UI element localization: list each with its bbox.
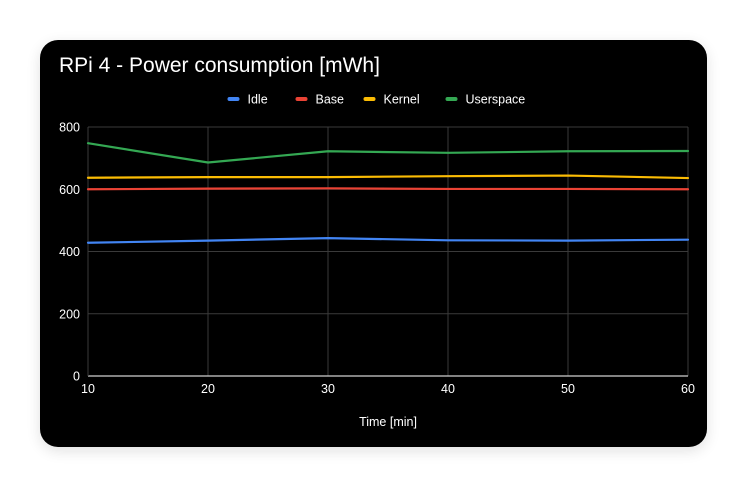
legend-label: Idle bbox=[248, 93, 268, 107]
line-chart: 0 200 400 600 800 10 20 30 40 50 60 Idle Base Kernel… bbox=[59, 93, 695, 430]
y-tick-label: 200 bbox=[59, 307, 80, 321]
x-tick-label: 30 bbox=[321, 382, 335, 396]
legend-item-base[interactable]: Base bbox=[295, 93, 345, 107]
x-tick-label: 40 bbox=[441, 382, 455, 396]
legend-label: Userspace bbox=[466, 93, 526, 107]
tick-labels: 0 200 400 600 800 10 20 30 40 50 60 bbox=[59, 121, 695, 397]
legend[interactable]: Idle Base Kernel Userspace bbox=[227, 93, 526, 107]
legend-label: Base bbox=[316, 93, 345, 107]
y-tick-label: 400 bbox=[59, 245, 80, 259]
chart-card: RPi 4 - Power consumption [mWh] 0 200 400 6… bbox=[40, 40, 707, 447]
series-line-idle bbox=[86, 237, 690, 244]
x-tick-label: 10 bbox=[81, 382, 95, 396]
axes bbox=[87, 127, 688, 377]
legend-item-kernel[interactable]: Kernel bbox=[363, 93, 420, 107]
series-line-userspace bbox=[86, 142, 690, 164]
y-tick-label: 0 bbox=[73, 370, 80, 384]
legend-item-idle[interactable]: Idle bbox=[227, 93, 268, 107]
legend-swatch bbox=[363, 97, 376, 101]
x-tick-label: 20 bbox=[201, 382, 215, 396]
legend-swatch bbox=[227, 97, 240, 101]
grid-lines bbox=[88, 126, 689, 376]
legend-swatch bbox=[295, 97, 308, 101]
x-tick-label: 60 bbox=[681, 382, 695, 396]
x-tick-label: 50 bbox=[561, 382, 575, 396]
legend-label: Kernel bbox=[384, 93, 420, 107]
legend-swatch bbox=[445, 97, 458, 101]
legend-item-userspace[interactable]: Userspace bbox=[445, 93, 526, 107]
x-axis-title: Time [min] bbox=[359, 415, 417, 429]
y-tick-label: 600 bbox=[59, 183, 80, 197]
series-lines bbox=[86, 142, 690, 244]
y-tick-label: 800 bbox=[59, 121, 80, 135]
chart-title: RPi 4 - Power consumption [mWh] bbox=[59, 54, 380, 77]
series-line-kernel bbox=[86, 174, 690, 180]
series-line-base bbox=[86, 187, 690, 191]
